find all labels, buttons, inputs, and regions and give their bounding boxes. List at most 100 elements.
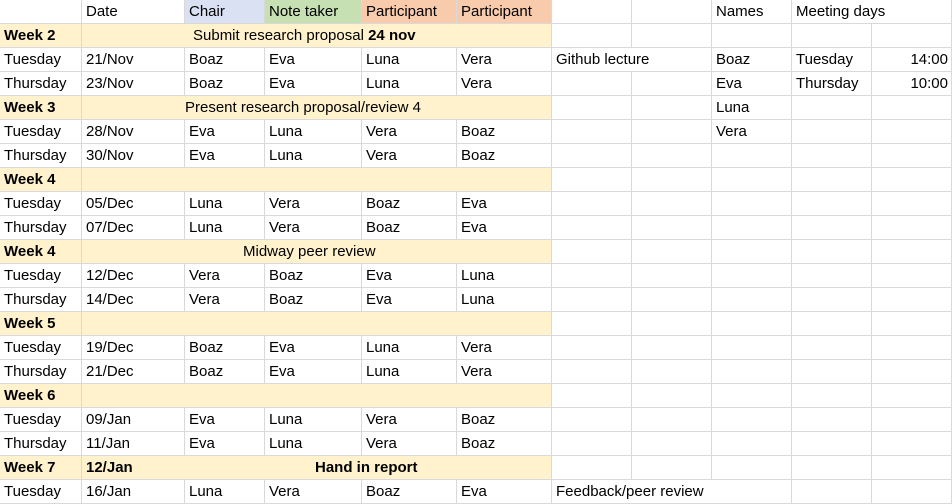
cell[interactable] — [632, 432, 712, 456]
date-cell[interactable]: 30/Nov — [82, 144, 185, 168]
cell[interactable] — [792, 96, 872, 120]
cell[interactable] — [632, 288, 712, 312]
cell[interactable] — [712, 360, 792, 384]
participant-cell[interactable]: Luna — [457, 264, 552, 288]
cell[interactable] — [552, 120, 632, 144]
meeting-time-cell[interactable]: 10:00 — [872, 72, 952, 96]
cell[interactable] — [632, 216, 712, 240]
participant-cell[interactable]: Vera — [457, 360, 552, 384]
cell[interactable] — [712, 384, 792, 408]
week-label[interactable]: Week 7 — [0, 456, 82, 480]
participant-cell[interactable]: Vera — [457, 72, 552, 96]
cell[interactable] — [872, 96, 952, 120]
week-note-cell[interactable] — [82, 384, 552, 408]
cell[interactable] — [872, 240, 952, 264]
side-note-github[interactable]: Github lecture — [552, 48, 712, 72]
participant-cell[interactable]: Boaz — [362, 192, 457, 216]
header-participant[interactable]: Participant — [457, 0, 552, 24]
chair-cell[interactable]: Boaz — [185, 48, 265, 72]
week-label[interactable]: Week 6 — [0, 384, 82, 408]
cell[interactable] — [632, 384, 712, 408]
chair-cell[interactable]: Eva — [185, 144, 265, 168]
day-cell[interactable]: Thursday — [0, 288, 82, 312]
day-cell[interactable]: Tuesday — [0, 480, 82, 504]
week-label[interactable]: Week 4 — [0, 240, 82, 264]
cell[interactable] — [632, 168, 712, 192]
participant-cell[interactable]: Boaz — [457, 144, 552, 168]
cell[interactable] — [712, 264, 792, 288]
participant-cell[interactable]: Vera — [457, 336, 552, 360]
cell[interactable] — [552, 360, 632, 384]
cell[interactable] — [552, 216, 632, 240]
cell[interactable] — [552, 96, 632, 120]
chair-cell[interactable]: Vera — [185, 264, 265, 288]
cell[interactable] — [792, 168, 872, 192]
note-taker-cell[interactable]: Luna — [265, 120, 362, 144]
cell[interactable] — [712, 144, 792, 168]
date-cell[interactable]: 21/Dec — [82, 360, 185, 384]
meeting-time-cell[interactable]: 14:00 — [872, 48, 952, 72]
cell[interactable] — [872, 432, 952, 456]
participant-cell[interactable]: Boaz — [457, 408, 552, 432]
day-cell[interactable]: Tuesday — [0, 264, 82, 288]
note-taker-cell[interactable]: Vera — [265, 192, 362, 216]
day-cell[interactable]: Thursday — [0, 72, 82, 96]
cell[interactable] — [872, 192, 952, 216]
chair-cell[interactable]: Eva — [185, 408, 265, 432]
participant-cell[interactable]: Boaz — [362, 216, 457, 240]
week-note-cell[interactable]: 12/Jan Hand in report — [82, 456, 552, 480]
chair-cell[interactable]: Luna — [185, 216, 265, 240]
cell[interactable] — [552, 432, 632, 456]
cell[interactable] — [632, 408, 712, 432]
note-taker-cell[interactable]: Boaz — [265, 288, 362, 312]
date-cell[interactable]: 28/Nov — [82, 120, 185, 144]
week-label[interactable]: Week 2 — [0, 24, 82, 48]
participant-cell[interactable]: Eva — [457, 480, 552, 504]
day-cell[interactable]: Thursday — [0, 144, 82, 168]
participant-cell[interactable]: Luna — [362, 360, 457, 384]
participant-cell[interactable]: Vera — [362, 408, 457, 432]
cell[interactable] — [872, 144, 952, 168]
cell[interactable] — [792, 312, 872, 336]
cell[interactable] — [632, 240, 712, 264]
cell[interactable] — [792, 408, 872, 432]
day-cell[interactable]: Thursday — [0, 216, 82, 240]
cell[interactable] — [0, 0, 82, 24]
cell[interactable] — [712, 432, 792, 456]
name-cell[interactable]: Eva — [712, 72, 792, 96]
cell[interactable] — [792, 432, 872, 456]
week-note-cell[interactable] — [82, 312, 552, 336]
participant-cell[interactable]: Vera — [457, 48, 552, 72]
cell[interactable] — [872, 264, 952, 288]
date-cell[interactable]: 07/Dec — [82, 216, 185, 240]
cell[interactable] — [792, 480, 872, 504]
cell[interactable] — [792, 288, 872, 312]
cell[interactable] — [872, 288, 952, 312]
note-taker-cell[interactable]: Vera — [265, 216, 362, 240]
cell[interactable] — [872, 384, 952, 408]
participant-cell[interactable]: Vera — [362, 144, 457, 168]
cell[interactable] — [872, 120, 952, 144]
cell[interactable] — [792, 240, 872, 264]
date-cell[interactable]: 21/Nov — [82, 48, 185, 72]
cell[interactable] — [792, 24, 872, 48]
participant-cell[interactable]: Luna — [457, 288, 552, 312]
name-cell[interactable]: Vera — [712, 120, 792, 144]
cell[interactable] — [712, 240, 792, 264]
side-note-feedback[interactable]: Feedback/peer review — [552, 480, 792, 504]
cell[interactable] — [632, 336, 712, 360]
header-participant[interactable]: Participant — [362, 0, 457, 24]
chair-cell[interactable]: Luna — [185, 480, 265, 504]
cell[interactable] — [872, 216, 952, 240]
cell[interactable] — [552, 24, 632, 48]
day-cell[interactable]: Tuesday — [0, 336, 82, 360]
name-cell[interactable]: Boaz — [712, 48, 792, 72]
chair-cell[interactable]: Boaz — [185, 336, 265, 360]
day-cell[interactable]: Tuesday — [0, 48, 82, 72]
participant-cell[interactable]: Vera — [362, 432, 457, 456]
cell[interactable] — [792, 120, 872, 144]
header-names[interactable]: Names — [712, 0, 792, 24]
date-cell[interactable]: 19/Dec — [82, 336, 185, 360]
date-cell[interactable]: 11/Jan — [82, 432, 185, 456]
cell[interactable] — [632, 360, 712, 384]
